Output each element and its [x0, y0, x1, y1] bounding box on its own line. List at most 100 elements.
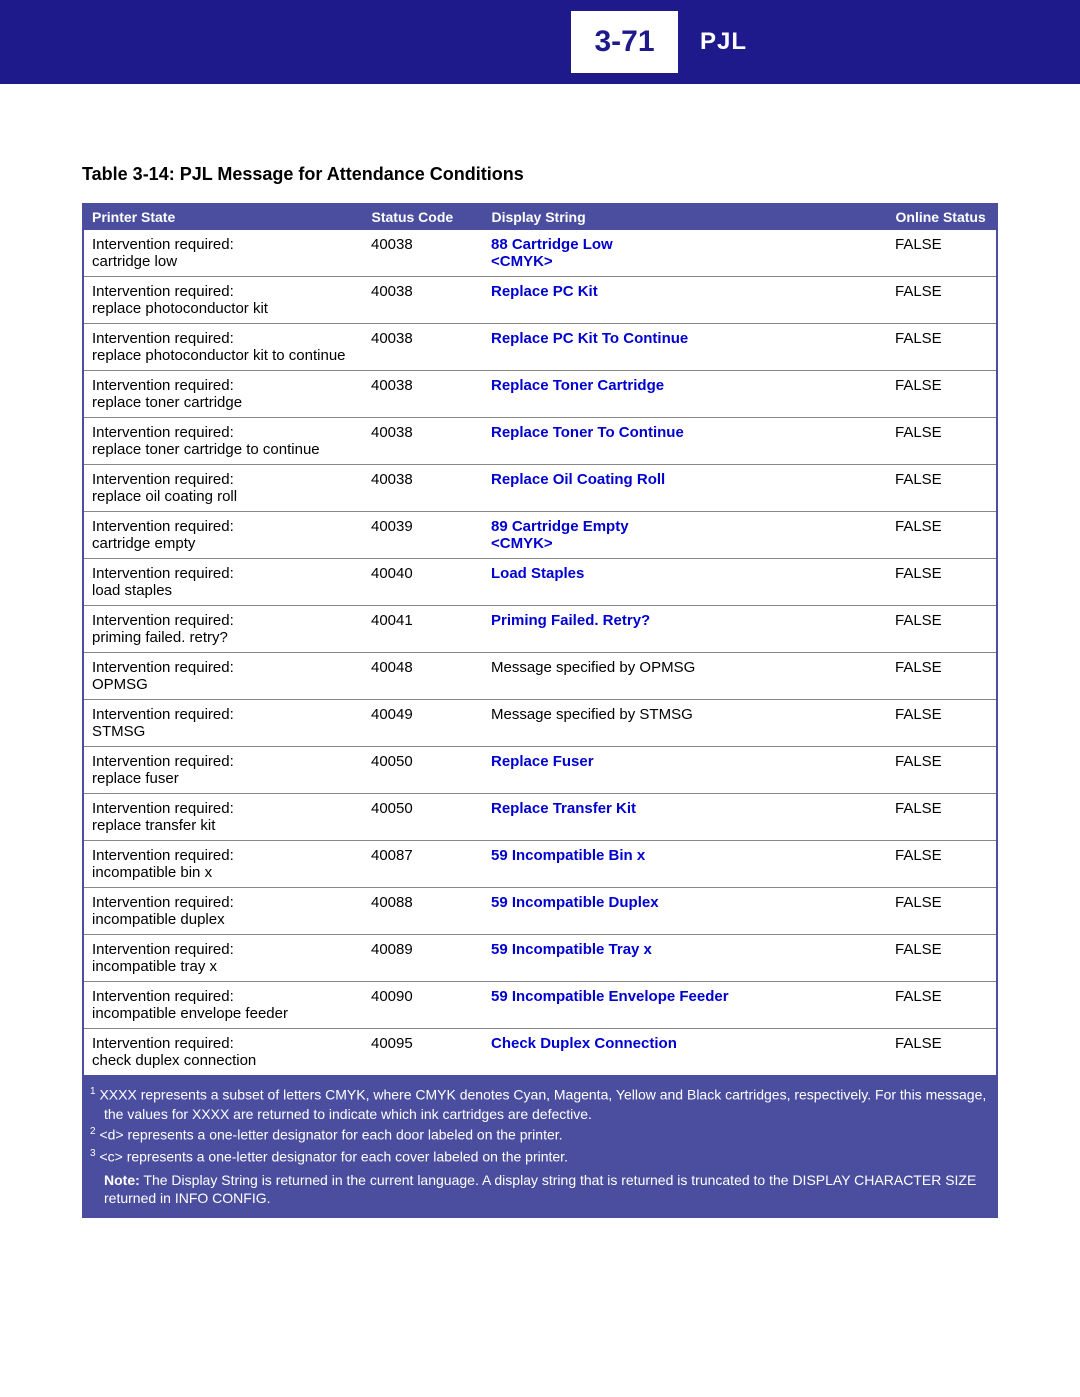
cell-display-string: Message specified by STMSG — [483, 700, 887, 747]
cell-status-code: 40050 — [363, 747, 483, 794]
cell-display-string: Replace PC Kit — [483, 277, 887, 324]
display-string-line: Replace Oil Coating Roll — [491, 471, 879, 488]
display-string-line: 59 Incompatible Bin x — [491, 847, 879, 864]
table-row: Intervention required:replace photocondu… — [83, 324, 997, 371]
footnote-2-text: <d> represents a one-letter designator f… — [99, 1127, 562, 1143]
page-number-box: 3-71 — [571, 11, 678, 73]
table-row: Intervention required:incompatible bin x… — [83, 841, 997, 888]
table-row: Intervention required:replace toner cart… — [83, 418, 997, 465]
printer-state-line2: STMSG — [92, 723, 355, 740]
col-online-status: Online Status — [887, 204, 997, 230]
table-row: Intervention required:check duplex conne… — [83, 1029, 997, 1077]
cell-online-status: FALSE — [887, 841, 997, 888]
cell-status-code: 40048 — [363, 653, 483, 700]
printer-state-line1: Intervention required: — [92, 424, 355, 441]
cell-display-string: 59 Incompatible Tray x — [483, 935, 887, 982]
cell-online-status: FALSE — [887, 371, 997, 418]
printer-state-line1: Intervention required: — [92, 283, 355, 300]
cell-status-code: 40090 — [363, 982, 483, 1029]
section-label: PJL — [700, 0, 747, 84]
page-header: 3-71 PJL — [0, 0, 1080, 84]
table-row: Intervention required:incompatible tray … — [83, 935, 997, 982]
cell-status-code: 40038 — [363, 230, 483, 277]
cell-printer-state: Intervention required:priming failed. re… — [83, 606, 363, 653]
cell-online-status: FALSE — [887, 888, 997, 935]
printer-state-line1: Intervention required: — [92, 894, 355, 911]
cell-display-string: Replace Transfer Kit — [483, 794, 887, 841]
display-string-line: Message specified by OPMSG — [491, 659, 879, 676]
cell-online-status: FALSE — [887, 324, 997, 371]
display-string-line: 59 Incompatible Duplex — [491, 894, 879, 911]
table-row: Intervention required:incompatible duple… — [83, 888, 997, 935]
cell-printer-state: Intervention required:replace toner cart… — [83, 418, 363, 465]
printer-state-line1: Intervention required: — [92, 330, 355, 347]
cell-printer-state: Intervention required:cartridge empty — [83, 512, 363, 559]
cell-online-status: FALSE — [887, 559, 997, 606]
cell-online-status: FALSE — [887, 1029, 997, 1077]
printer-state-line2: replace photoconductor kit to continue — [92, 347, 355, 364]
cell-online-status: FALSE — [887, 700, 997, 747]
cell-display-string: Replace Oil Coating Roll — [483, 465, 887, 512]
printer-state-line2: priming failed. retry? — [92, 629, 355, 646]
display-string-line: Replace Fuser — [491, 753, 879, 770]
printer-state-line2: incompatible bin x — [92, 864, 355, 881]
cell-status-code: 40038 — [363, 371, 483, 418]
footnote-note: Note: The Display String is returned in … — [90, 1171, 990, 1209]
cell-online-status: FALSE — [887, 935, 997, 982]
cell-online-status: FALSE — [887, 418, 997, 465]
cell-printer-state: Intervention required:incompatible tray … — [83, 935, 363, 982]
cell-status-code: 40040 — [363, 559, 483, 606]
table-row: Intervention required:replace transfer k… — [83, 794, 997, 841]
cell-display-string: 59 Incompatible Duplex — [483, 888, 887, 935]
table-title: Table 3-14: PJL Message for Attendance C… — [82, 164, 998, 185]
cell-status-code: 40038 — [363, 277, 483, 324]
printer-state-line1: Intervention required: — [92, 236, 355, 253]
display-string-line: Message specified by STMSG — [491, 706, 879, 723]
cell-online-status: FALSE — [887, 512, 997, 559]
note-text: The Display String is returned in the cu… — [104, 1172, 976, 1207]
cell-display-string: Priming Failed. Retry? — [483, 606, 887, 653]
cell-status-code: 40038 — [363, 465, 483, 512]
page-number: 3-71 — [594, 25, 654, 59]
printer-state-line1: Intervention required: — [92, 659, 355, 676]
printer-state-line2: check duplex connection — [92, 1052, 355, 1069]
cell-printer-state: Intervention required:incompatible duple… — [83, 888, 363, 935]
table-row: Intervention required:cartridge empty400… — [83, 512, 997, 559]
footnote-3-text: <c> represents a one-letter designator f… — [99, 1149, 568, 1165]
cell-online-status: FALSE — [887, 653, 997, 700]
cell-display-string: Replace Toner Cartridge — [483, 371, 887, 418]
cell-online-status: FALSE — [887, 606, 997, 653]
note-label: Note: — [104, 1172, 140, 1188]
cell-status-code: 40087 — [363, 841, 483, 888]
cell-status-code: 40050 — [363, 794, 483, 841]
table-row: Intervention required:replace oil coatin… — [83, 465, 997, 512]
cell-display-string: Replace Toner To Continue — [483, 418, 887, 465]
footnote-2: 2 <d> represents a one-letter designator… — [90, 1125, 990, 1145]
table-row: Intervention required:replace toner cart… — [83, 371, 997, 418]
cell-printer-state: Intervention required:incompatible envel… — [83, 982, 363, 1029]
cell-printer-state: Intervention required:OPMSG — [83, 653, 363, 700]
printer-state-line1: Intervention required: — [92, 377, 355, 394]
cell-display-string: Check Duplex Connection — [483, 1029, 887, 1077]
printer-state-line1: Intervention required: — [92, 753, 355, 770]
cell-status-code: 40088 — [363, 888, 483, 935]
table-row: Intervention required:replace photocondu… — [83, 277, 997, 324]
display-string-line: 59 Incompatible Envelope Feeder — [491, 988, 879, 1005]
cell-printer-state: Intervention required:incompatible bin x — [83, 841, 363, 888]
printer-state-line1: Intervention required: — [92, 941, 355, 958]
printer-state-line2: replace oil coating roll — [92, 488, 355, 505]
printer-state-line1: Intervention required: — [92, 847, 355, 864]
table-row: Intervention required:STMSG40049Message … — [83, 700, 997, 747]
table-header-row: Printer State Status Code Display String… — [83, 204, 997, 230]
table-row: Intervention required:OPMSG40048 Message … — [83, 653, 997, 700]
cell-display-string: Load Staples — [483, 559, 887, 606]
cell-printer-state: Intervention required:load staples — [83, 559, 363, 606]
printer-state-line1: Intervention required: — [92, 800, 355, 817]
display-string-line: Replace Toner To Continue — [491, 424, 879, 441]
cell-status-code: 40095 — [363, 1029, 483, 1077]
table-row: Intervention required:replace fuser40050… — [83, 747, 997, 794]
printer-state-line2: incompatible tray x — [92, 958, 355, 975]
cell-status-code: 40038 — [363, 324, 483, 371]
pjl-message-table: Printer State Status Code Display String… — [82, 203, 998, 1077]
printer-state-line1: Intervention required: — [92, 988, 355, 1005]
